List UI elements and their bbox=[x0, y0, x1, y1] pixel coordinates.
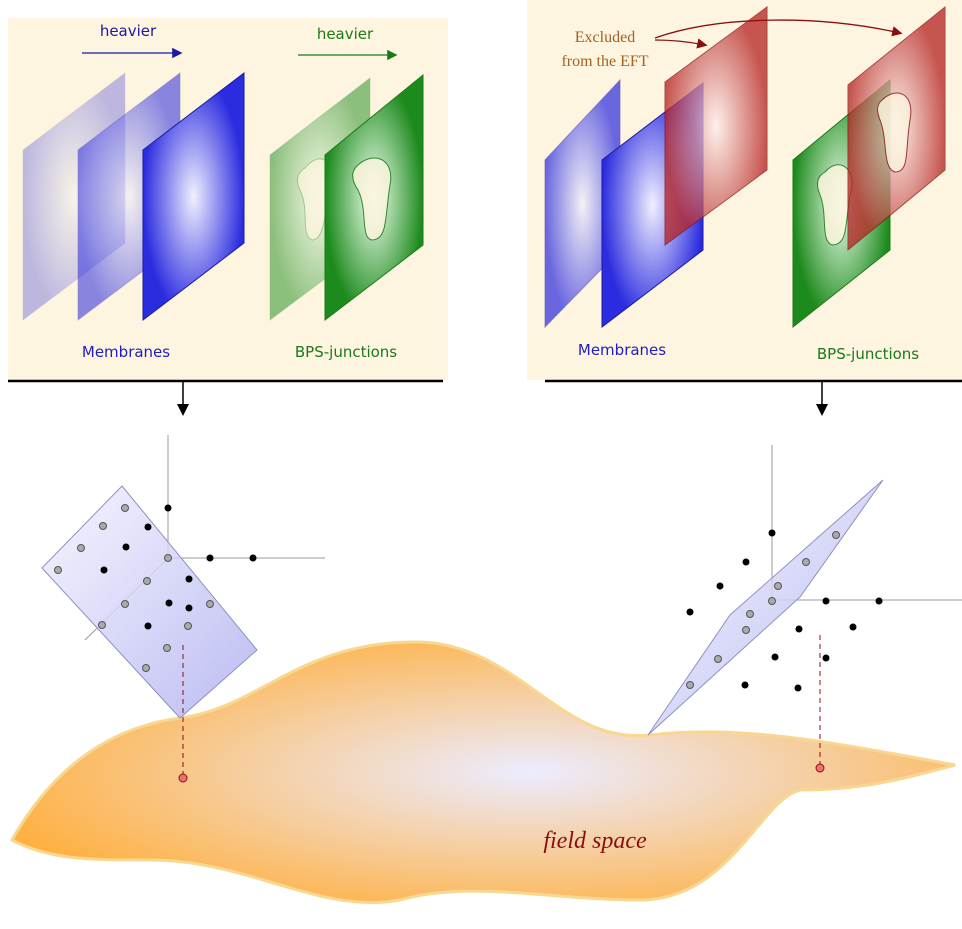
label: BPS-junctions bbox=[295, 343, 397, 361]
annotation: Excluded bbox=[575, 29, 635, 46]
left-lattice bbox=[41, 435, 325, 783]
arrow-label: heavier bbox=[317, 25, 374, 43]
arrow-label: heavier bbox=[100, 22, 157, 40]
label: Membranes bbox=[578, 341, 666, 359]
field-space-label: field space bbox=[543, 828, 647, 854]
field-space: field space bbox=[9, 640, 956, 905]
annotation: from the EFT bbox=[561, 53, 648, 70]
right-panel: Excluded from the EFT Membranes BPS-junc… bbox=[527, 0, 962, 416]
label: Membranes bbox=[82, 343, 170, 361]
label: BPS-junctions bbox=[817, 345, 919, 363]
right-lattice bbox=[647, 445, 962, 773]
left-panel: heavier heavier Membranes BPS-junctions bbox=[8, 18, 448, 416]
